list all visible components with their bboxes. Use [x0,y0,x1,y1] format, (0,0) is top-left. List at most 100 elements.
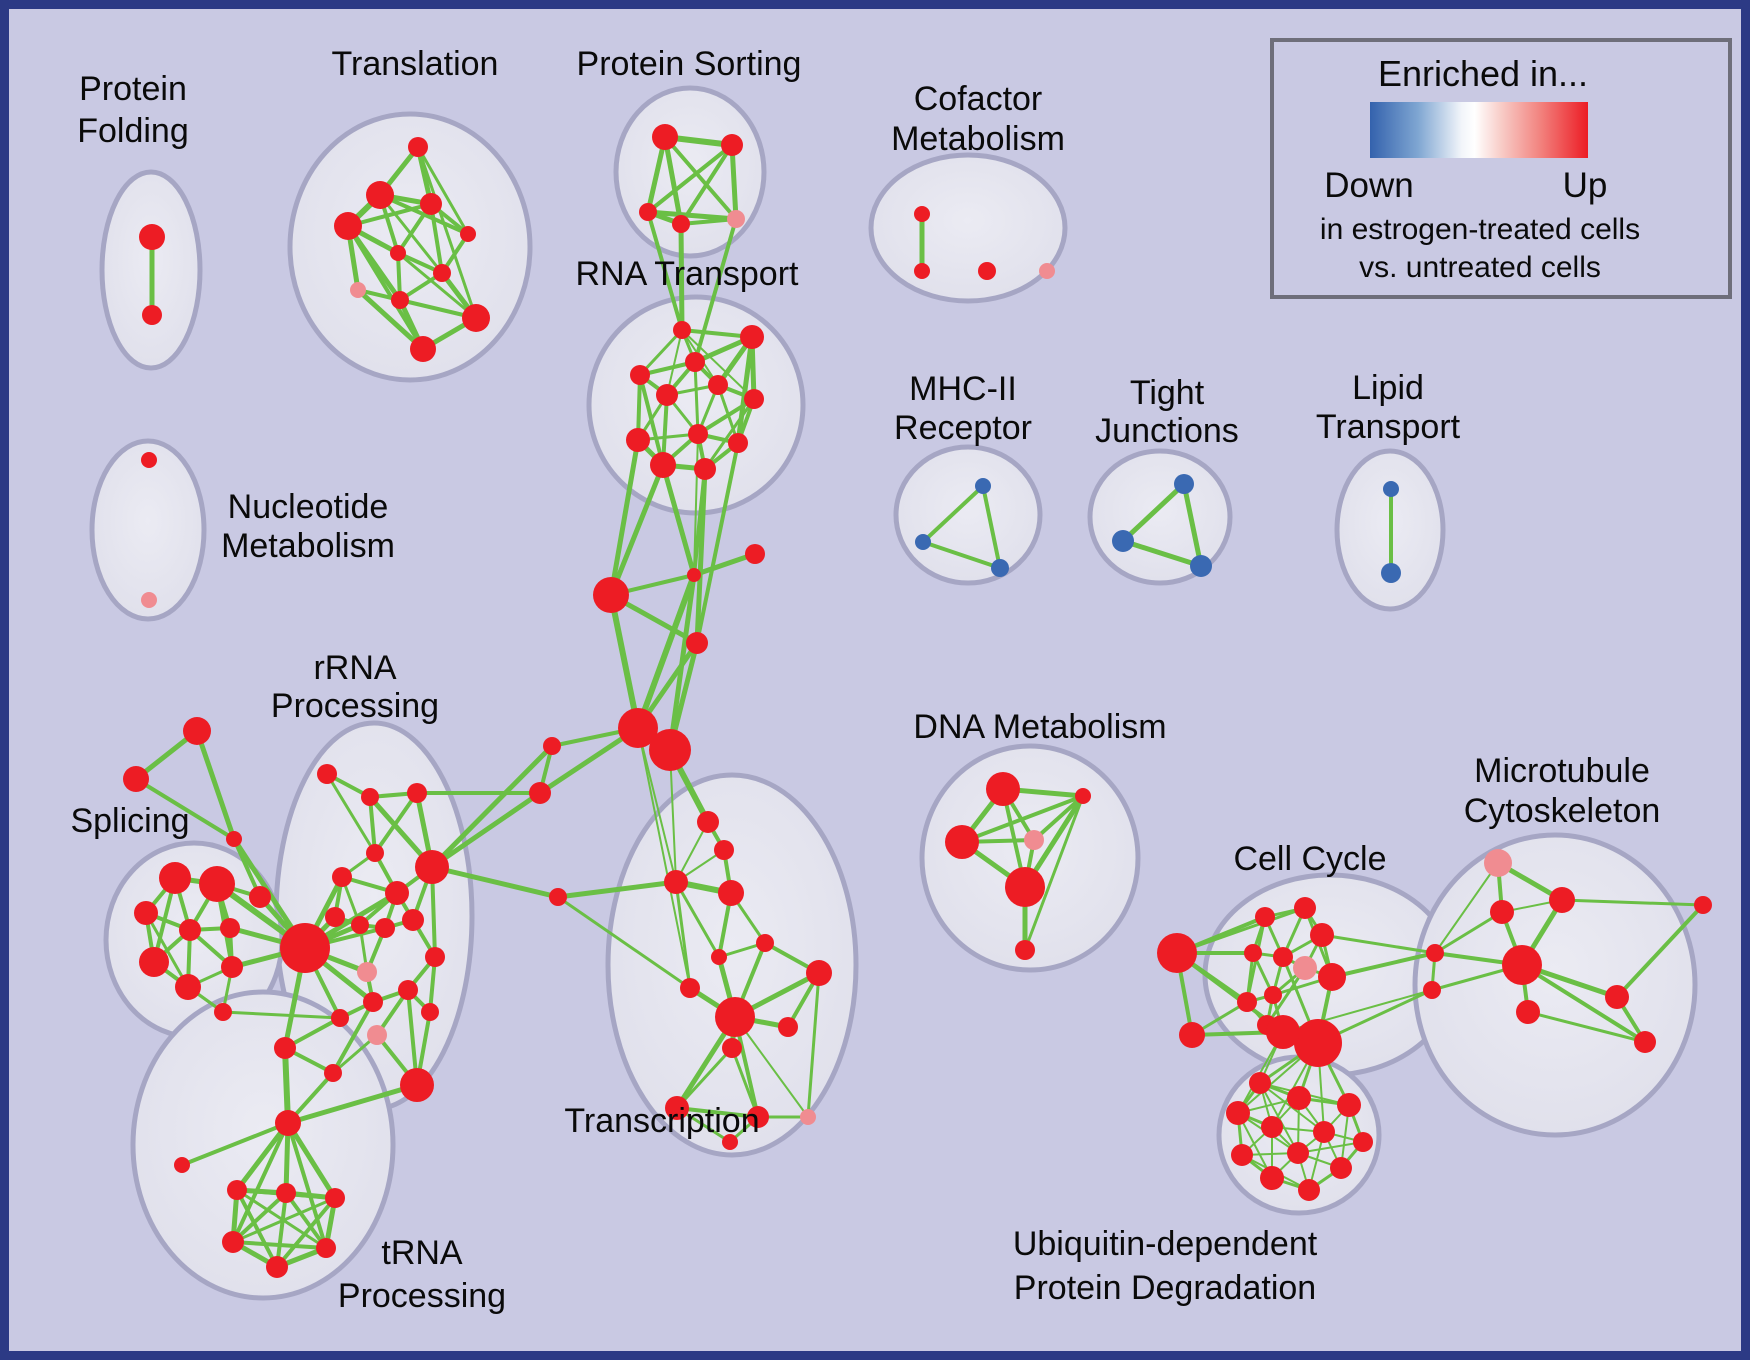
ps-edge [663,135,738,221]
nm-node-0 [141,452,157,468]
cf-node-3 [1039,263,1055,279]
mt-node-7 [1694,896,1712,914]
mt-node-6 [1605,985,1629,1009]
ub-label: Protein Degradation [1014,1269,1316,1307]
rr-edge [325,772,377,855]
mh-node-1 [915,534,931,550]
cross-edge [429,743,555,870]
mh-node-2 [991,559,1009,577]
rna-edge [666,329,683,396]
ub-node-6 [1353,1132,1373,1152]
dn-node-1 [1075,788,1091,804]
ub-label: Ubiquitin-dependent [1013,1225,1318,1263]
dn-edge [1023,794,1085,952]
rr-node-1 [361,788,379,806]
so-edge [134,777,236,841]
rr-node-21 [421,1003,439,1021]
tn-edge [231,1196,337,1244]
cross-edge [695,441,740,645]
sp-node-5 [139,947,169,977]
bb-edge [608,592,641,731]
rna-edge [693,360,700,436]
ps-node-3 [672,215,690,233]
bb-node-7 [529,782,551,804]
rr-node-5 [366,844,384,862]
cross-edge [429,790,543,870]
mt-node-3 [1426,944,1444,962]
sp-node-8 [214,1003,232,1021]
bb-node-0 [687,568,701,582]
tc-node-2 [664,870,688,894]
mh-edge [921,540,1002,570]
tc-node-8 [680,978,700,998]
cross-edge [1330,951,1437,979]
ub-node-7 [1231,1144,1253,1166]
ps-cluster-ellipse [613,85,767,259]
mt-edge [1615,903,1705,999]
lt-label: Transport [1316,408,1461,446]
tl-node-8 [391,291,409,309]
dn-node-2 [945,825,979,859]
ps-node-2 [639,203,657,221]
tc-node-3 [718,880,744,906]
tn-node-2 [227,1180,247,1200]
ps-node-4 [727,210,745,228]
sp-node-6 [175,974,201,1000]
rr-edge [331,1000,375,1075]
cross-edge [669,749,677,883]
tl-edge [346,202,433,228]
ub-node-11 [1298,1179,1320,1201]
tn-edge [275,1196,337,1269]
cc-node-8 [1318,963,1346,991]
ub-node-5 [1313,1121,1335,1143]
rr-node-12 [357,962,377,982]
rna-label: RNA Transport [576,255,800,293]
tc-node-11 [722,1038,742,1058]
mt-edge [1520,963,1647,1044]
ps-edge [662,134,684,227]
rna-edge [638,328,684,377]
tl-node-9 [462,304,490,332]
sp-node-7 [221,956,243,978]
so-node-1 [123,766,149,792]
tj-label: Tight [1130,374,1205,412]
tc-node-1 [714,840,734,860]
rr-node-0 [317,764,337,784]
rr-node-6 [385,881,409,905]
rr-label: rRNA [313,649,396,687]
lt-label: Lipid [1352,369,1424,407]
cross-edge [637,727,677,883]
mh-edge [921,484,985,544]
rna-edge [735,334,755,446]
tc-edge [674,880,692,990]
bb-node-5 [649,729,691,771]
rr-node-9 [351,916,369,934]
rr-node-11 [280,923,330,973]
rr-node-18 [324,1064,342,1082]
bb-edge [691,551,758,578]
cf-label: Cofactor [914,80,1043,118]
sp-node-3 [179,919,201,941]
pf-node-0 [139,224,165,250]
tn-node-6 [316,1238,336,1258]
cross-edge [660,462,697,578]
cc-node-6 [1273,947,1293,967]
tn-edge [275,1191,288,1269]
rr-node-7 [402,909,424,931]
cross-edge [1320,933,1437,955]
mt-edge [1433,910,1504,955]
legend-up-label: Up [1563,166,1608,205]
rna-node-10 [694,458,716,480]
mt-edge [1434,862,1499,954]
tc-node-10 [778,1017,798,1037]
rr-node-13 [425,947,445,967]
bb-node-1 [745,544,765,564]
rna-edge [703,397,756,471]
tj-edge [1181,481,1204,569]
tl-node-1 [366,181,394,209]
tl-node-10 [410,336,436,362]
sp-node-4 [220,918,240,938]
ps-label: Protein Sorting [577,45,802,83]
tn-edge [284,1191,328,1250]
